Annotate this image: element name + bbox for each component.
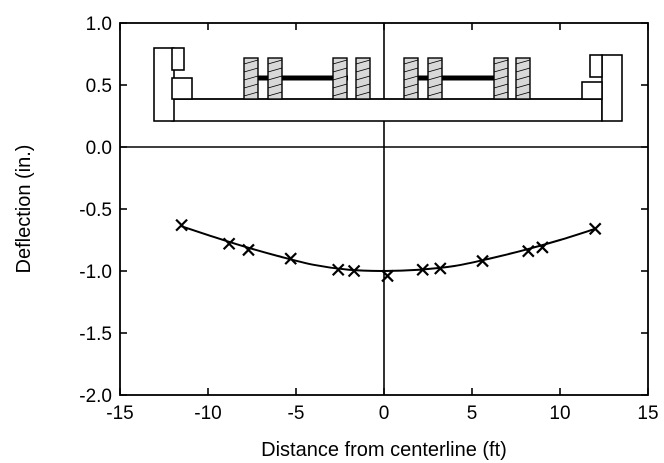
data-point-marker — [381, 269, 394, 283]
data-point-marker — [476, 254, 489, 268]
x-tick-label: -10 — [194, 403, 221, 424]
y-tick-label: 0.5 — [86, 76, 112, 97]
data-point-marker — [588, 222, 602, 236]
wheel — [243, 57, 259, 100]
y-tick-label: -0.5 — [79, 200, 112, 221]
data-point-marker — [284, 252, 297, 265]
deck-slab — [171, 98, 603, 122]
wheel — [515, 57, 531, 100]
data-point-marker — [175, 218, 188, 232]
y-axis-title: Deflection (in.) — [13, 145, 35, 274]
y-tick-label: 0.0 — [86, 138, 112, 159]
left-barrier-cap — [171, 47, 185, 71]
data-point-marker — [522, 244, 535, 258]
y-tick-label: -2.0 — [79, 386, 112, 407]
y-tick-label: 1.0 — [86, 14, 112, 35]
data-point-marker — [331, 263, 345, 277]
wheel — [403, 57, 419, 100]
left-barrier — [153, 47, 175, 122]
data-point-marker — [416, 263, 429, 277]
right-barrier-cap — [589, 54, 603, 78]
deflection-fit-curve — [181, 225, 596, 273]
x-tick-label: -15 — [106, 403, 133, 424]
right-barrier-foot — [581, 81, 603, 100]
y-tick-label: -1.0 — [79, 262, 112, 283]
x-tick-label: -5 — [288, 403, 305, 424]
data-point-marker — [222, 237, 236, 250]
x-axis-title: Distance from centerline (ft) — [261, 439, 507, 461]
y-axis-ticks: 1.0 0.5 0.0 -0.5 -1.0 -1.5 -2.0 — [79, 14, 648, 407]
wheels — [243, 57, 531, 100]
data-point-marker — [242, 243, 255, 257]
left-barrier-foot — [171, 77, 193, 100]
wheel — [355, 57, 371, 100]
x-axis-ticks: -15 -10 -5 0 5 10 15 — [106, 23, 659, 424]
x-tick-label: 15 — [637, 403, 658, 424]
x-tick-label: 5 — [467, 403, 478, 424]
x-tick-label: 10 — [549, 403, 570, 424]
deck-cross-section-inset — [153, 47, 623, 122]
right-barrier — [601, 54, 623, 122]
data-point-marker — [536, 241, 549, 254]
y-tick-label: -1.5 — [79, 324, 112, 345]
data-point-marker — [434, 262, 447, 275]
wheel — [267, 57, 283, 100]
wheel — [427, 57, 443, 100]
wheel — [332, 57, 348, 100]
x-tick-label: 0 — [379, 403, 390, 424]
data-point-marker — [347, 264, 361, 278]
data-markers — [175, 218, 602, 283]
wheel-tread-pattern — [243, 59, 531, 97]
wheel — [493, 57, 509, 100]
